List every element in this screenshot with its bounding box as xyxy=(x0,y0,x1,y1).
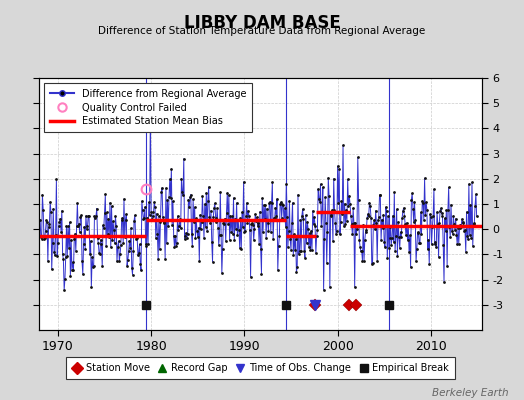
Legend: Station Move, Record Gap, Time of Obs. Change, Empirical Break: Station Move, Record Gap, Time of Obs. C… xyxy=(67,357,455,379)
Legend: Difference from Regional Average, Quality Control Failed, Estimated Station Mean: Difference from Regional Average, Qualit… xyxy=(44,83,253,132)
Text: LIBBY DAM BASE: LIBBY DAM BASE xyxy=(183,14,341,32)
Text: Berkeley Earth: Berkeley Earth xyxy=(432,388,508,398)
Text: Difference of Station Temperature Data from Regional Average: Difference of Station Temperature Data f… xyxy=(99,26,425,36)
Y-axis label: Monthly Temperature Anomaly Difference (°C): Monthly Temperature Anomaly Difference (… xyxy=(523,83,524,325)
